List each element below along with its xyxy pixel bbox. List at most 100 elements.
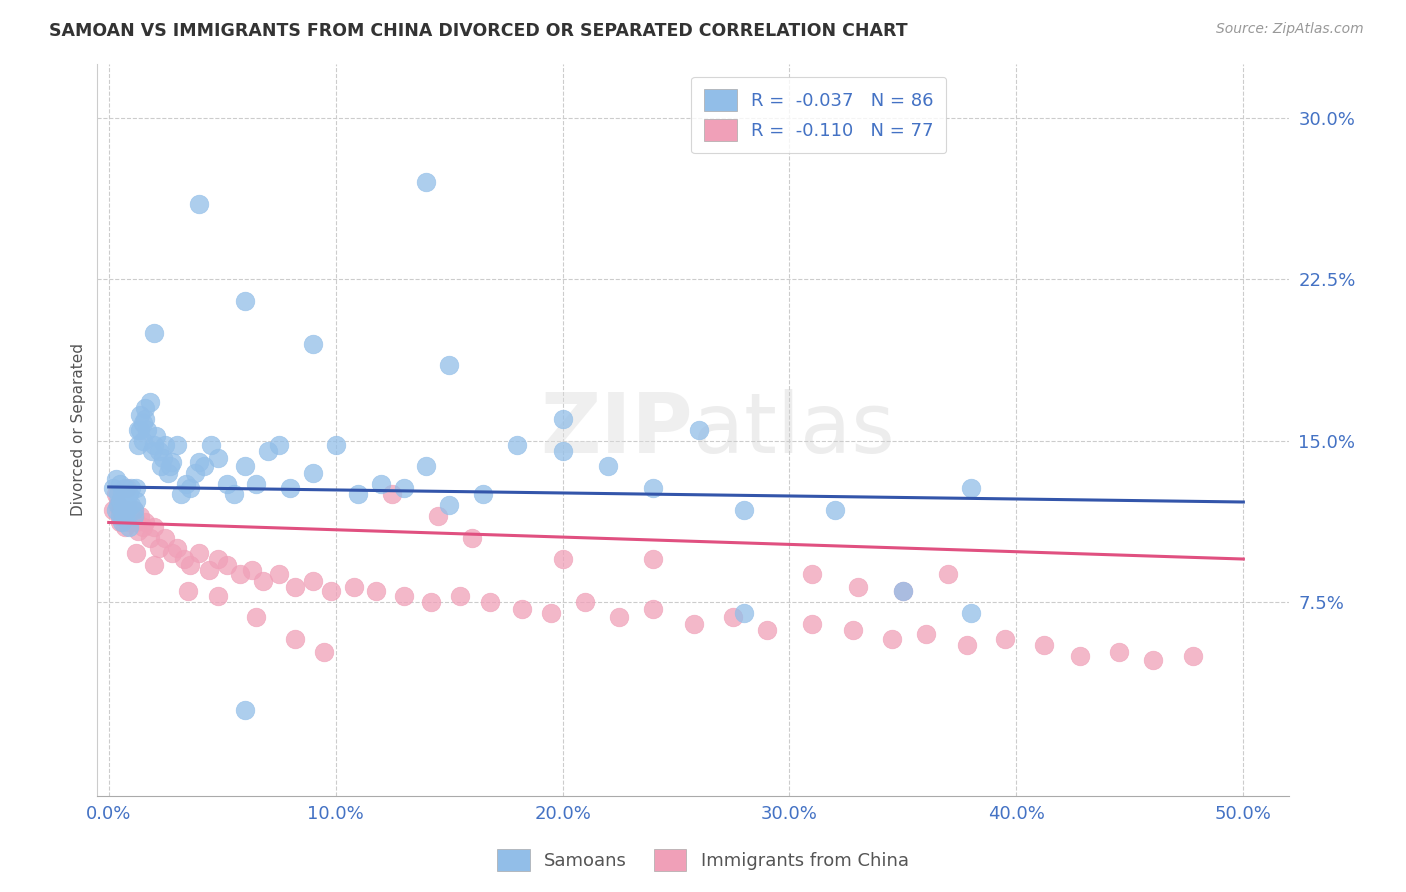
Point <box>284 632 307 646</box>
Point <box>381 487 404 501</box>
Point <box>215 476 238 491</box>
Point <box>162 545 184 559</box>
Point <box>159 459 181 474</box>
Point <box>994 632 1017 646</box>
Point <box>643 552 665 566</box>
Point <box>166 438 188 452</box>
Point <box>801 567 824 582</box>
Point <box>880 632 903 646</box>
Point <box>824 502 846 516</box>
Point <box>111 508 134 523</box>
Point <box>111 516 134 530</box>
Point <box>173 552 195 566</box>
Point <box>256 444 278 458</box>
Point <box>145 429 167 443</box>
Point <box>184 466 207 480</box>
Point <box>148 444 170 458</box>
Point <box>188 455 211 469</box>
Point <box>107 487 129 501</box>
Point <box>127 423 149 437</box>
Point <box>120 481 142 495</box>
Point <box>179 558 201 573</box>
Point <box>245 610 267 624</box>
Point <box>551 444 574 458</box>
Point <box>938 567 960 582</box>
Point <box>103 481 125 495</box>
Point <box>108 516 131 530</box>
Point <box>284 580 307 594</box>
Point <box>152 450 174 465</box>
Point <box>174 476 197 491</box>
Point <box>129 423 152 437</box>
Point <box>325 438 347 452</box>
Point <box>115 502 138 516</box>
Point <box>891 584 914 599</box>
Point <box>104 487 127 501</box>
Point <box>222 487 245 501</box>
Point <box>842 623 865 637</box>
Point <box>122 502 145 516</box>
Point <box>343 580 366 594</box>
Point <box>688 423 710 437</box>
Point <box>134 412 156 426</box>
Point <box>960 481 983 495</box>
Point <box>120 508 142 523</box>
Point <box>392 481 415 495</box>
Point <box>127 438 149 452</box>
Point <box>596 459 619 474</box>
Point <box>302 336 325 351</box>
Point <box>138 395 160 409</box>
Point <box>108 476 131 491</box>
Point <box>125 516 148 530</box>
Point <box>267 438 290 452</box>
Point <box>143 520 166 534</box>
Point <box>240 563 263 577</box>
Point <box>478 595 501 609</box>
Point <box>143 438 166 452</box>
Point <box>120 498 142 512</box>
Point <box>193 459 215 474</box>
Point <box>149 459 172 474</box>
Point <box>115 498 138 512</box>
Point <box>319 584 342 599</box>
Point <box>1069 648 1091 663</box>
Point <box>540 606 562 620</box>
Point <box>104 472 127 486</box>
Point <box>733 502 755 516</box>
Legend: R =  -0.037   N = 86, R =  -0.110   N = 77: R = -0.037 N = 86, R = -0.110 N = 77 <box>692 77 946 153</box>
Point <box>143 558 166 573</box>
Point <box>107 498 129 512</box>
Point <box>132 434 155 448</box>
Point <box>200 438 222 452</box>
Point <box>1108 644 1130 658</box>
Text: ZIP: ZIP <box>540 390 693 470</box>
Point <box>370 476 392 491</box>
Point <box>914 627 936 641</box>
Point <box>1032 638 1054 652</box>
Point <box>229 567 252 582</box>
Point <box>551 412 574 426</box>
Point <box>134 516 156 530</box>
Point <box>755 623 778 637</box>
Point <box>233 459 256 474</box>
Point <box>148 541 170 556</box>
Point <box>108 502 131 516</box>
Point <box>960 606 983 620</box>
Point <box>155 531 177 545</box>
Point <box>197 563 219 577</box>
Legend: Samoans, Immigrants from China: Samoans, Immigrants from China <box>489 842 917 879</box>
Point <box>846 580 869 594</box>
Point <box>177 584 200 599</box>
Point <box>114 520 136 534</box>
Point <box>607 610 630 624</box>
Point <box>111 487 134 501</box>
Point <box>215 558 238 573</box>
Point <box>127 524 149 538</box>
Point <box>125 481 148 495</box>
Point <box>347 487 370 501</box>
Point <box>420 595 443 609</box>
Point <box>134 401 156 416</box>
Point <box>207 450 229 465</box>
Point <box>143 326 166 340</box>
Point <box>415 459 437 474</box>
